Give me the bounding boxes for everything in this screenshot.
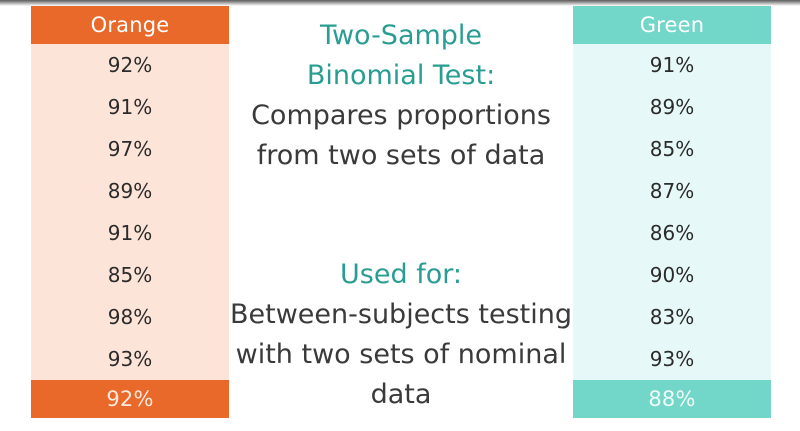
orange-value: 89% [107, 179, 153, 203]
orange-column: Orange 92% 91% 97% 89% 91% 85% 98% 93% 9… [31, 6, 229, 418]
green-value: 83% [649, 305, 695, 329]
test-description-line: Compares proportions [251, 100, 551, 131]
orange-value: 91% [107, 221, 153, 245]
orange-value: 97% [107, 137, 153, 161]
green-value: 86% [649, 221, 695, 245]
test-description-line: from two sets of data [256, 140, 546, 171]
green-value: 85% [649, 137, 695, 161]
orange-value: 98% [107, 305, 153, 329]
orange-value: 92% [107, 53, 153, 77]
green-value: 89% [649, 95, 695, 119]
green-header: Green [573, 6, 771, 44]
test-title-line: Binomial Test: [306, 60, 496, 91]
usage-description: Used for: Between-subjects testing with … [230, 255, 572, 415]
orange-value: 91% [107, 95, 153, 119]
usage-description-line: data [370, 379, 432, 410]
orange-header: Orange [31, 6, 229, 44]
green-value: 91% [649, 53, 695, 77]
green-value: 87% [649, 179, 695, 203]
orange-values: 92% 91% 97% 89% 91% 85% 98% 93% [31, 44, 229, 380]
green-value: 93% [649, 347, 695, 371]
test-description: Two-Sample Binomial Test: Compares propo… [230, 16, 572, 176]
orange-footer: 92% [31, 380, 229, 418]
green-value: 90% [649, 263, 695, 287]
test-title-line: Two-Sample [319, 20, 483, 51]
usage-description-line: with two sets of nominal [235, 339, 567, 370]
orange-value: 93% [107, 347, 153, 371]
top-shadow [0, 0, 800, 6]
green-footer: 88% [573, 380, 771, 418]
green-values: 91% 89% 85% 87% 86% 90% 83% 93% [573, 44, 771, 380]
usage-description-line: Between-subjects testing [230, 299, 572, 330]
green-column: Green 91% 89% 85% 87% 86% 90% 83% 93% 88… [573, 6, 771, 418]
usage-heading: Used for: [340, 259, 462, 290]
orange-value: 85% [107, 263, 153, 287]
